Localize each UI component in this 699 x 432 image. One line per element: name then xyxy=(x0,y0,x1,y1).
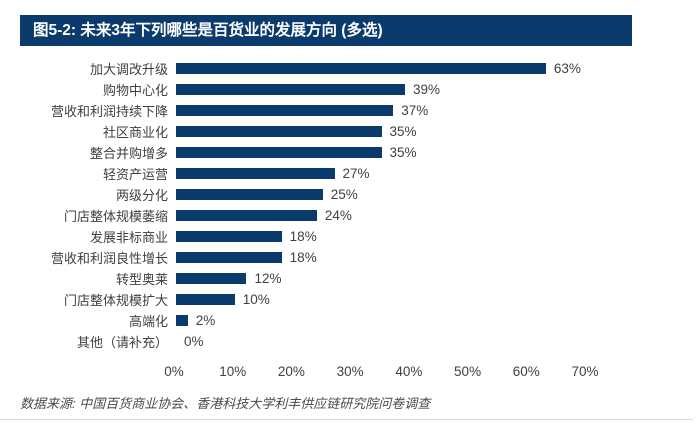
bar-track: 35% xyxy=(176,124,587,139)
bar xyxy=(176,315,188,326)
bar xyxy=(176,105,394,116)
category-label: 加大调改升级 xyxy=(89,62,168,77)
chart-row: 两级分化 25% xyxy=(0,184,699,205)
category-label: 两级分化 xyxy=(115,188,168,203)
bar xyxy=(176,168,335,179)
value-label: 18% xyxy=(289,229,317,244)
bar-track: 10% xyxy=(176,292,587,307)
chart-row: 发展非标商业 18% xyxy=(0,226,699,247)
chart-row: 加大调改升级 63% xyxy=(0,58,699,79)
category-label: 整合并购增多 xyxy=(89,146,168,161)
category-label: 营收和利润持续下降 xyxy=(50,104,168,119)
chart-title-bar: 图5-2: 未来3年下列哪些是百货业的发展方向 (多选) xyxy=(20,15,632,46)
value-label: 12% xyxy=(254,271,282,286)
chart-row: 购物中心化 39% xyxy=(0,79,699,100)
value-label: 0% xyxy=(184,334,204,349)
category-label: 发展非标商业 xyxy=(89,230,168,245)
category-label: 社区商业化 xyxy=(102,125,168,140)
bar xyxy=(176,147,382,158)
value-label: 10% xyxy=(242,292,270,307)
chart-row: 其他（请补充） 0% xyxy=(0,331,699,352)
bar xyxy=(176,252,282,263)
value-label: 37% xyxy=(401,103,429,118)
bar-rows: 加大调改升级 63% 购物中心化 39% 营收和利润持续下降 37% 社区商业化 35% 整合并… xyxy=(0,58,699,352)
value-label: 27% xyxy=(342,166,370,181)
data-source-note: 数据来源: 中国百货商业协会、香港科技大学利丰供应链研究院问卷调查 xyxy=(20,396,431,411)
chart-row: 营收和利润持续下降 37% xyxy=(0,100,699,121)
value-label: 35% xyxy=(389,145,417,160)
bar-track: 39% xyxy=(176,82,587,97)
x-axis-tick-label: 40% xyxy=(395,364,423,379)
chart-row: 整合并购增多 35% xyxy=(0,142,699,163)
x-axis-tick-label: 50% xyxy=(454,364,482,379)
value-label: 24% xyxy=(324,208,352,223)
bar-track: 24% xyxy=(176,208,587,223)
bar xyxy=(176,294,235,305)
x-axis-tick-label: 20% xyxy=(277,364,305,379)
x-axis-tick-label: 10% xyxy=(219,364,247,379)
category-label: 其他（请补充） xyxy=(76,335,168,350)
bar-track: 35% xyxy=(176,145,587,160)
chart-row: 门店整体规模萎缩 24% xyxy=(0,205,699,226)
value-label: 35% xyxy=(389,124,417,139)
bar xyxy=(176,189,323,200)
bar xyxy=(176,126,382,137)
category-label: 高端化 xyxy=(128,314,168,329)
chart-row: 轻资产运营 27% xyxy=(0,163,699,184)
x-axis: 0% 10% 20% 30% 40% 50% 60% 70% xyxy=(164,364,598,384)
x-axis-tick-label: 70% xyxy=(571,364,599,379)
chart-title: 图5-2: 未来3年下列哪些是百货业的发展方向 (多选) xyxy=(33,22,383,39)
chart-row: 转型奥莱 12% xyxy=(0,268,699,289)
category-label: 转型奥莱 xyxy=(115,272,168,287)
chart-row: 营收和利润良性增长 18% xyxy=(0,247,699,268)
bar-chart: 加大调改升级 63% 购物中心化 39% 营收和利润持续下降 37% 社区商业化 35% 整合并… xyxy=(0,58,699,352)
bar xyxy=(176,231,282,242)
value-label: 18% xyxy=(289,250,317,265)
bar-track: 18% xyxy=(176,250,587,265)
value-label: 63% xyxy=(553,61,581,76)
bar-track: 2% xyxy=(176,313,587,328)
category-label: 营收和利润良性增长 xyxy=(50,251,168,266)
value-label: 25% xyxy=(330,187,358,202)
bar xyxy=(176,210,317,221)
bar-track: 12% xyxy=(176,271,587,286)
category-label: 轻资产运营 xyxy=(102,167,168,182)
x-axis-tick-label: 30% xyxy=(336,364,364,379)
x-axis-tick-label: 0% xyxy=(164,364,184,379)
bar-track: 27% xyxy=(176,166,587,181)
category-label: 购物中心化 xyxy=(102,83,168,98)
chart-row: 社区商业化 35% xyxy=(0,121,699,142)
value-label: 2% xyxy=(195,313,216,328)
bar xyxy=(176,273,247,284)
bar-track: 25% xyxy=(176,187,587,202)
bar-track: 37% xyxy=(176,103,587,118)
bar-track: 0% xyxy=(176,334,587,349)
bar xyxy=(176,63,546,74)
category-label: 门店整体规模萎缩 xyxy=(63,209,168,224)
x-axis-tick-label: 60% xyxy=(512,364,540,379)
bar xyxy=(176,84,405,95)
category-label: 门店整体规模扩大 xyxy=(63,293,168,308)
bar-track: 63% xyxy=(176,61,587,76)
bar-track: 18% xyxy=(176,229,587,244)
chart-row: 门店整体规模扩大 10% xyxy=(0,289,699,310)
value-label: 39% xyxy=(412,82,441,97)
chart-row: 高端化 2% xyxy=(0,310,699,331)
bottom-divider xyxy=(0,419,693,420)
